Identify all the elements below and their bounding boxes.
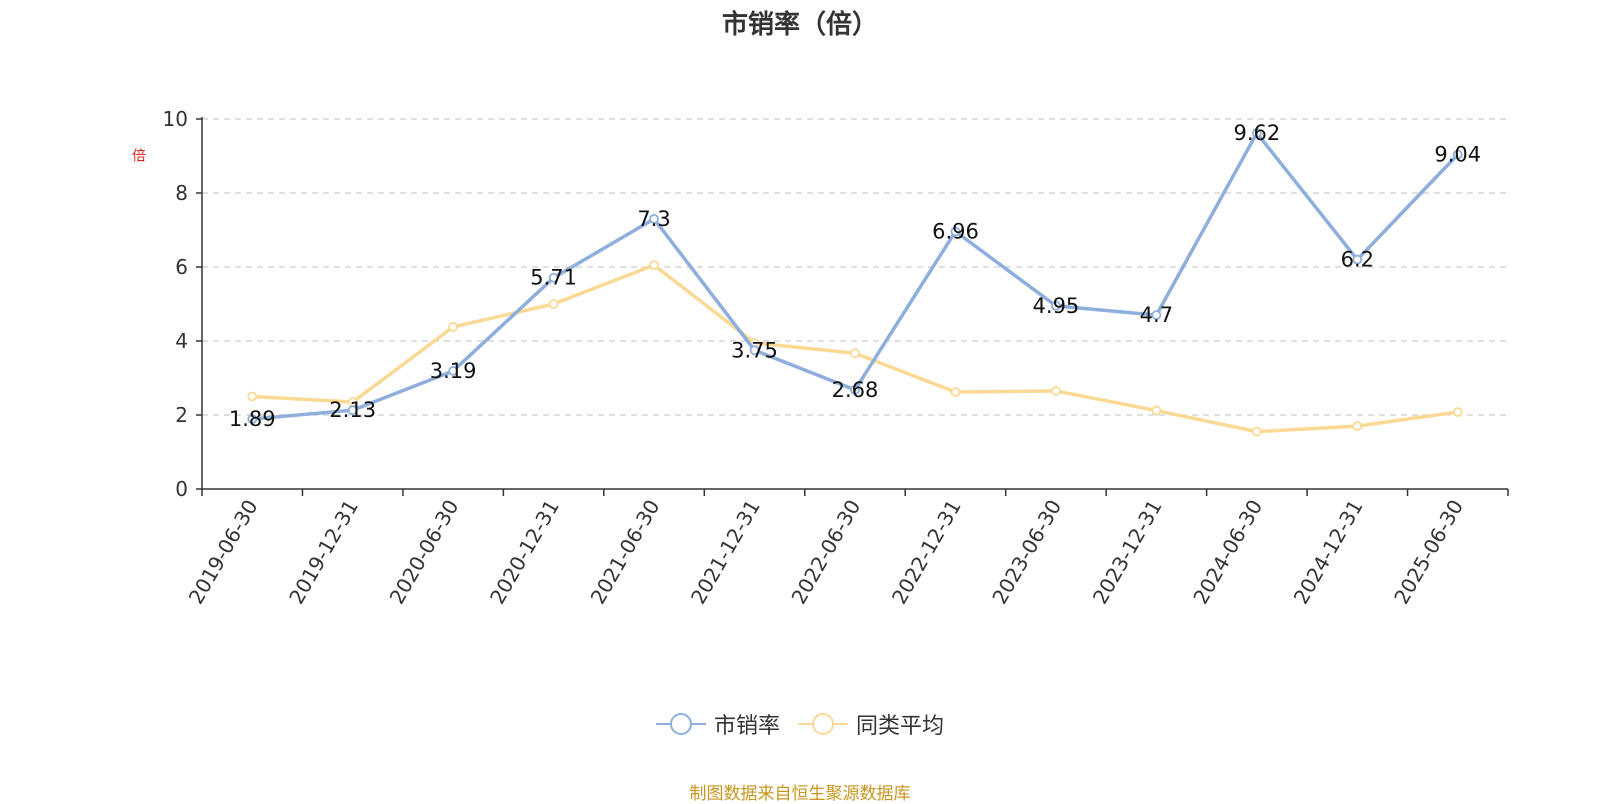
- series-1-point-4: [649, 213, 659, 224]
- data-label-3: 5.71: [530, 266, 577, 290]
- series-1-point-11: [1352, 254, 1363, 265]
- data-label-6: 2.68: [832, 378, 879, 402]
- y-axis-label: 倍: [130, 148, 146, 162]
- y-tick-label-0: 0: [175, 477, 188, 501]
- series-1-point-8: [1051, 300, 1061, 311]
- x-tick-label-11: 2024-12-31: [1289, 496, 1368, 609]
- data-label-4: 7.3: [637, 207, 670, 231]
- x-tick-label-7: 2022-12-31: [887, 496, 966, 609]
- series-2-point-8: [1051, 386, 1061, 396]
- x-tick-label-9: 2023-12-31: [1088, 496, 1167, 609]
- legend-item-series-2[interactable]: 同类平均: [798, 708, 944, 740]
- x-tick-label-5: 2021-12-31: [686, 496, 765, 609]
- x-tick-label-2: 2020-06-30: [385, 495, 464, 608]
- x-tick-label-4: 2021-06-30: [586, 496, 665, 609]
- y-tick-label-5: 10: [163, 107, 188, 131]
- legend-swatch-series-1-icon: [655, 713, 706, 735]
- series-2-point-10: [1251, 426, 1262, 437]
- series-1-point-5: [749, 345, 760, 356]
- y-tick-label-3: 6: [175, 255, 188, 279]
- legend-label-series-1: 市销率: [713, 714, 780, 739]
- data-label-2: 3.19: [430, 359, 477, 383]
- data-label-10: 9.62: [1233, 121, 1280, 145]
- source-note: 制图数据来自恒生聚源数据库: [689, 784, 911, 804]
- legend: 市销率 同类平均: [0, 708, 1600, 740]
- y-tick-label-1: 2: [175, 403, 188, 427]
- data-label-5: 3.75: [731, 338, 778, 362]
- series-2-point-6: [850, 348, 860, 359]
- data-label-8: 4.95: [1033, 294, 1080, 318]
- x-tick-label-10: 2024-06-30: [1188, 496, 1267, 609]
- series-1-point-10: [1251, 128, 1262, 138]
- x-tick-label-3: 2020-12-31: [485, 496, 564, 609]
- series-2-point-12: [1452, 407, 1463, 417]
- data-label-12: 9.04: [1434, 143, 1481, 167]
- chart-title: 市销率（倍）: [721, 10, 878, 40]
- series-1-point-7: [950, 226, 961, 237]
- series-1-point-3: [548, 272, 559, 283]
- legend-label-series-2: 同类平均: [856, 714, 945, 739]
- data-label-1: 2.13: [329, 398, 376, 422]
- x-tick-label-12: 2025-06-30: [1389, 496, 1468, 609]
- series-2-point-0: [247, 391, 258, 402]
- series-1-point-1: [347, 405, 358, 416]
- series-2-point-9: [1151, 405, 1162, 416]
- series-1-point-6: [850, 384, 860, 395]
- data-label-11: 6.2: [1341, 248, 1374, 272]
- data-label-0: 1.89: [229, 407, 276, 431]
- series-2-point-2: [448, 322, 459, 332]
- legend-swatch-series-2-icon: [798, 713, 848, 735]
- series-2-point-4: [649, 260, 659, 271]
- series-1-point-12: [1452, 149, 1463, 160]
- x-tick-label-0: 2019-06-30: [184, 496, 263, 609]
- data-label-7: 6.96: [932, 219, 979, 243]
- series-2-point-11: [1352, 421, 1363, 432]
- series-1-point-0: [247, 414, 258, 424]
- legend-item-series-1[interactable]: 市销率: [655, 708, 780, 740]
- series-2-point-7: [950, 387, 961, 397]
- series-1-point-9: [1151, 310, 1162, 321]
- x-tick-label-8: 2023-06-30: [987, 496, 1066, 609]
- series-2-point-3: [548, 299, 559, 309]
- x-tick-label-1: 2019-12-31: [284, 496, 363, 609]
- x-tick-label-6: 2022-06-30: [786, 496, 865, 609]
- data-label-9: 4.7: [1140, 303, 1173, 327]
- chart-plot: 0 2 4 6 8 10 2019-06-30 2019-12-31 2020-06-30 202…: [163, 107, 1509, 609]
- y-tick-label-2: 4: [175, 329, 188, 353]
- series-1-point-2: [448, 366, 459, 376]
- y-tick-label-4: 8: [175, 181, 188, 205]
